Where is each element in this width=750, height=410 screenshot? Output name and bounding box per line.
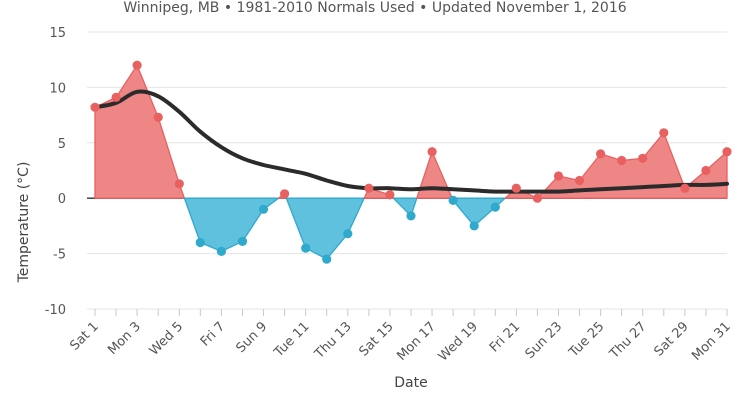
data-point[interactable] [490,202,500,212]
data-point[interactable] [343,229,353,239]
x-tick-label: Sun 9 [233,319,270,356]
data-point[interactable] [258,204,269,214]
data-point[interactable] [216,246,226,256]
area-above-normal [94,64,186,199]
data-point[interactable] [553,171,564,181]
x-tick-label: Wed 19 [436,319,481,364]
data-point[interactable] [427,147,437,157]
x-tick-label: Mon 31 [689,319,734,364]
data-point[interactable] [322,254,332,264]
normal-temperature-line [93,89,729,194]
y-tick-label: 5 [58,137,66,152]
area-above-normal [504,132,728,199]
y-axis-title: Temperature (°C) [16,162,32,284]
x-tick-label: Sun 23 [523,319,566,362]
data-point[interactable] [659,128,669,138]
area-above-normal [416,151,453,199]
x-tick-label: Thu 27 [606,319,649,362]
area-below-normal [451,197,506,227]
x-tick-label: Fri 21 [487,319,523,355]
data-point[interactable] [532,193,543,203]
data-point[interactable] [153,112,163,122]
chart-subtitle: Winnipeg, MB • 1981-2010 Normals Used • … [123,0,626,16]
x-axis: Sat 1 Mon 3 Wed 5 Fri 7 Sun 9 Tue 11 Thu 13 Sat… [67,309,734,364]
area-layer [94,64,728,260]
x-tick-label: Tue 25 [566,319,608,361]
x-tick-label: Sat 15 [356,319,396,359]
data-point[interactable] [722,147,732,157]
y-tick-label: -10 [45,303,66,318]
y-tick-label: 10 [49,81,66,96]
y-tick-label: 0 [58,192,66,207]
data-point[interactable] [301,243,311,253]
data-point[interactable] [195,237,205,248]
data-point[interactable] [469,221,479,231]
x-tick-label: Mon 17 [394,319,439,364]
data-point[interactable] [596,149,606,159]
area-below-normal [285,197,365,260]
y-axis: -10 -5 0 5 10 15 [45,26,66,318]
data-point[interactable] [701,165,711,176]
x-axis-title: Date [394,375,427,391]
y-tick-label: -5 [53,248,66,263]
data-point[interactable] [280,189,290,199]
data-point[interactable] [406,211,416,221]
data-point[interactable] [90,102,100,112]
marker-layer [90,60,732,264]
data-point[interactable] [511,183,521,193]
data-point[interactable] [574,175,585,186]
x-tick-label: Fri 7 [198,319,228,349]
x-tick-label: Wed 5 [147,319,186,358]
data-point[interactable] [111,92,121,102]
data-point[interactable] [617,155,627,166]
data-point[interactable] [448,195,458,205]
data-point[interactable] [174,179,184,189]
x-tick-label: Mon 3 [105,319,144,358]
data-point[interactable] [364,183,374,193]
data-point[interactable] [638,153,648,163]
line-layer [93,89,729,194]
data-point[interactable] [237,236,248,246]
y-tick-label: 15 [49,26,66,41]
data-point[interactable] [385,190,395,200]
x-tick-label: Sat 1 [67,319,101,353]
x-tick-label: Sat 29 [651,319,691,359]
data-point[interactable] [132,60,142,70]
x-tick-label: Thu 13 [311,319,354,362]
data-point[interactable] [680,183,690,193]
x-tick-label: Tue 11 [271,319,313,361]
